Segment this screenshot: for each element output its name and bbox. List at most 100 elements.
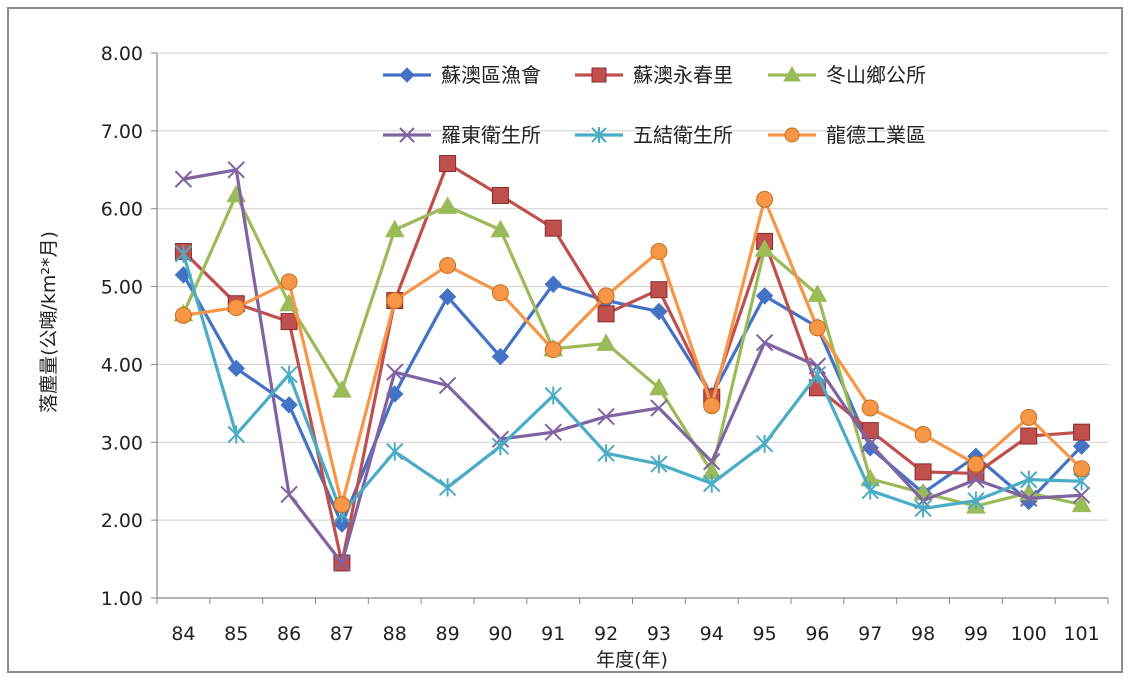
data-point <box>861 435 879 453</box>
data-point <box>597 287 615 305</box>
axes <box>151 52 1109 604</box>
data-point-stroke <box>227 161 245 179</box>
data-point <box>227 161 245 179</box>
data-point-stroke <box>174 170 193 188</box>
data-point <box>174 244 193 263</box>
data-point <box>439 257 457 275</box>
data-point <box>490 219 511 238</box>
data-point <box>280 485 298 504</box>
data-point <box>1072 486 1091 504</box>
x-tick-label: 98 <box>911 623 935 645</box>
series-line <box>181 253 1082 516</box>
x-tick-label: 94 <box>700 623 724 645</box>
data-point <box>399 127 415 143</box>
x-tick-label: 99 <box>964 623 988 645</box>
x-tick-label: 88 <box>383 623 407 645</box>
y-tick-label: 7.00 <box>101 121 143 143</box>
data-point <box>914 499 932 518</box>
data-point <box>438 376 457 395</box>
data-point <box>756 190 774 208</box>
y-tick-label: 1.00 <box>101 588 143 610</box>
legend-label: 蘇澳永春里 <box>633 63 733 87</box>
data-point <box>491 437 510 456</box>
data-point <box>174 306 192 324</box>
data-point <box>703 474 721 493</box>
data-point <box>755 287 774 305</box>
series-line <box>181 193 1082 508</box>
data-point-stroke <box>386 363 404 381</box>
legend-item: 蘇澳區漁會 <box>383 63 541 87</box>
data-point <box>333 496 351 514</box>
legend-item: 五結衛生所 <box>575 123 733 147</box>
data-point <box>227 425 245 444</box>
data-point <box>333 515 351 533</box>
data-point-stroke <box>1020 489 1038 508</box>
series-line <box>183 197 1083 507</box>
series-group <box>173 155 1092 572</box>
data-point <box>591 67 607 83</box>
data-point-stroke <box>967 470 985 489</box>
data-point <box>491 186 509 204</box>
legend-label: 羅東衛生所 <box>441 123 541 147</box>
data-point <box>544 341 562 359</box>
y-tick-label: 4.00 <box>101 354 143 376</box>
data-point-stroke <box>703 453 721 471</box>
data-point <box>280 313 298 331</box>
series-line <box>182 274 1083 526</box>
data-point <box>437 196 458 214</box>
data-point <box>755 333 774 352</box>
legend-item: 龍德工業區 <box>768 123 926 147</box>
x-tick-label: 91 <box>541 623 565 645</box>
data-point <box>755 434 774 453</box>
data-point <box>544 275 562 293</box>
data-point <box>703 397 721 415</box>
y-tick-label: 6.00 <box>101 199 143 221</box>
data-point-stroke <box>399 127 415 143</box>
data-point <box>384 219 405 238</box>
legend-item: 冬山鄉公所 <box>768 63 926 87</box>
data-point <box>280 365 298 384</box>
y-tick-label: 8.00 <box>101 43 143 65</box>
data-point <box>1071 494 1092 513</box>
data-point <box>438 478 457 497</box>
data-point <box>386 442 404 461</box>
data-point <box>1020 489 1038 508</box>
data-point <box>399 67 415 83</box>
data-point <box>491 347 510 366</box>
legend-label: 龍德工業區 <box>826 123 926 147</box>
x-tick-label: 85 <box>224 623 248 645</box>
data-point <box>1072 437 1091 455</box>
data-point <box>544 386 562 405</box>
data-point <box>861 439 879 457</box>
x-tick-label: 92 <box>594 623 618 645</box>
data-point <box>784 127 800 143</box>
series-line <box>183 168 1082 565</box>
data-point <box>438 287 457 306</box>
data-point-stroke <box>755 333 774 352</box>
data-point <box>597 305 615 323</box>
data-point <box>386 292 404 310</box>
x-axis-title: 年度(年) <box>596 649 668 671</box>
data-point <box>967 491 985 510</box>
data-point <box>650 281 668 299</box>
data-point-stroke <box>861 435 879 453</box>
data-point <box>650 399 668 417</box>
y-axis-title: 落塵量(公噸/km²*月) <box>38 231 60 413</box>
data-point-stroke <box>597 407 615 426</box>
data-point <box>754 239 775 257</box>
x-tick-label: 96 <box>805 623 829 645</box>
data-point <box>861 481 879 500</box>
data-point <box>1073 423 1091 441</box>
data-point <box>439 155 457 173</box>
data-point-stroke <box>650 399 668 417</box>
data-point-stroke <box>1072 486 1091 504</box>
data-point <box>1073 460 1091 478</box>
x-tick-label: 84 <box>171 623 195 645</box>
x-tick-label: 90 <box>488 623 512 645</box>
data-point <box>650 243 668 261</box>
y-tick-label: 3.00 <box>101 432 143 454</box>
y-tick-label: 2.00 <box>101 510 143 532</box>
data-point <box>914 426 932 443</box>
